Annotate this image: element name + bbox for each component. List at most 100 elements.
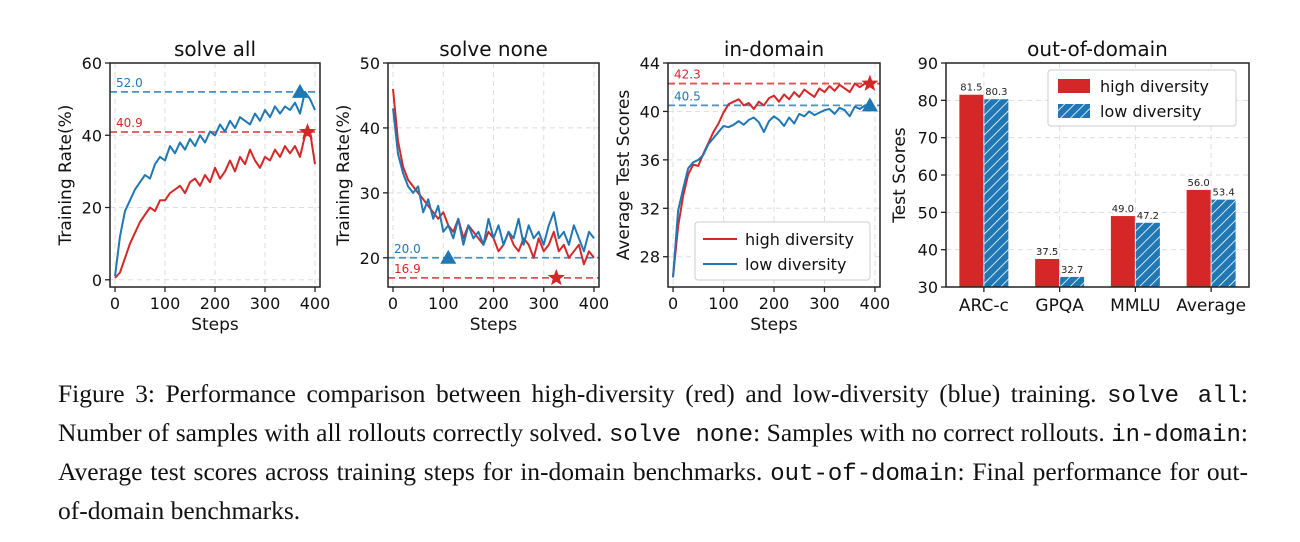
reference-label-high: 40.9 [116, 116, 143, 130]
x-axis-label: Steps [191, 315, 239, 335]
marker-star-high [298, 123, 317, 140]
bar-low [984, 99, 1009, 287]
reference-label-low: 52.0 [116, 76, 143, 90]
legend-label-high: high diversity [1100, 77, 1209, 96]
caption-out-of-domain-desc: : Final performance for out-of-domain be… [58, 457, 1248, 525]
y-axis-label: Test Scores [890, 127, 910, 223]
caption-in-domain-desc: : Average test scores across training st… [58, 418, 1248, 486]
y-tick-label: 44 [640, 54, 660, 73]
y-tick-label: 50 [918, 203, 938, 222]
x-axis-label: Steps [470, 315, 518, 335]
caption-code-solve-all: solve all [1107, 383, 1241, 410]
reference-label-high: 42.3 [674, 68, 701, 82]
chart-panel-0: solve all 0 20 40 60 Training Rate(%) 0 100 200 3… [56, 37, 330, 335]
category-label: MMLU [1110, 296, 1160, 316]
plot-frame [387, 62, 600, 288]
legend-box [694, 221, 871, 281]
legend: high diversity low diversity [694, 221, 871, 281]
x-tick-label: 200 [759, 294, 790, 313]
y-tick-label: 40 [918, 241, 938, 260]
y-tick-label: 32 [640, 199, 660, 218]
plot-frame [109, 62, 321, 288]
caption-code-in-domain: in-domain [1111, 422, 1241, 449]
x-tick-label: 300 [809, 294, 840, 313]
caption-code-solve-none: solve none [608, 422, 754, 449]
legend-swatch-high [1058, 79, 1090, 93]
x-tick-label: 0 [388, 294, 398, 313]
marker-triangle-low [440, 249, 457, 264]
chart-title: in-domain [724, 37, 824, 61]
x-tick-label: 0 [668, 294, 678, 313]
series-line-high [114, 130, 316, 279]
marker-triangle-low [292, 83, 308, 98]
x-tick-label: 100 [708, 294, 739, 313]
y-tick-label: 60 [82, 54, 102, 73]
x-tick-label: 400 [300, 294, 331, 313]
bar-high [1110, 216, 1135, 287]
legend-swatch-low [1058, 104, 1090, 118]
y-tick-label: 30 [918, 278, 938, 297]
y-tick-label: 36 [640, 151, 660, 170]
legend-label-low: low diversity [1100, 102, 1201, 121]
caption-intro: Figure 3: Performance comparison between… [58, 379, 1108, 408]
bar-high [959, 94, 984, 287]
x-tick-label: 300 [250, 294, 281, 313]
y-tick-label: 20 [360, 249, 380, 268]
figure-caption: Figure 3: Performance comparison between… [58, 376, 1248, 529]
marker-star-high [861, 74, 879, 91]
series-line-low [392, 108, 595, 253]
chart-title: out-of-domain [1027, 37, 1168, 61]
y-tick-label: 30 [360, 184, 380, 203]
x-tick-label: 200 [478, 294, 509, 313]
caption-solve-none-desc: : Samples with no correct rollouts. [753, 418, 1112, 447]
legend: high diversity low diversity [1047, 69, 1237, 127]
legend-label-low: low diversity [745, 255, 846, 274]
bar-value-label: 37.5 [1036, 247, 1058, 258]
category-label: GPQA [1035, 296, 1084, 316]
bar-high [1186, 189, 1211, 287]
chart-panel-1: solve none 20 30 40 50 Training Rate(%) 0 100 20… [334, 37, 609, 335]
caption-solve-all-desc: : Number of samples with all rollouts co… [58, 379, 1248, 447]
caption-code-out-of-domain: out-of-domain [770, 461, 958, 488]
category-label: Average [1176, 296, 1246, 316]
bar-value-label: 49.0 [1112, 204, 1134, 215]
y-tick-label: 0 [92, 271, 102, 290]
y-axis-label: Average Test Scores [614, 90, 634, 261]
bar-high [1035, 259, 1060, 287]
x-tick-label: 300 [528, 294, 559, 313]
y-tick-label: 80 [918, 91, 938, 110]
y-tick-label: 40 [82, 126, 102, 145]
chart-title: solve all [174, 37, 256, 61]
x-tick-label: 400 [579, 294, 610, 313]
bar-value-label: 53.4 [1212, 188, 1234, 199]
y-tick-label: 70 [918, 129, 938, 148]
bar-low [1060, 276, 1085, 287]
chart-title: solve none [439, 37, 548, 61]
marker-star-high [547, 268, 565, 286]
legend-label-high: high diversity [745, 230, 854, 249]
plot-frame [667, 62, 881, 288]
bar-value-label: 56.0 [1187, 178, 1209, 189]
x-tick-label: 0 [110, 294, 120, 313]
y-tick-label: 40 [640, 102, 660, 121]
bar-low [1135, 222, 1160, 287]
x-tick-label: 400 [860, 294, 891, 313]
bar-value-label: 81.5 [960, 83, 982, 94]
bar-value-label: 47.2 [1137, 211, 1159, 222]
y-tick-label: 28 [640, 248, 660, 267]
y-tick-label: 20 [82, 199, 102, 218]
category-label: ARC-c [959, 296, 1009, 316]
y-tick-label: 40 [360, 119, 380, 138]
series-line-low [114, 90, 316, 277]
y-tick-label: 90 [918, 54, 938, 73]
x-tick-label: 100 [150, 294, 181, 313]
marker-triangle-low [861, 97, 878, 112]
reference-label-high: 16.9 [394, 262, 421, 276]
bar-value-label: 32.7 [1061, 265, 1083, 276]
y-axis-label: Training Rate(%) [334, 105, 354, 247]
bar-low [1211, 199, 1236, 287]
chart-panel-3: out-of-domain 30 40 50 60 70 80 90 Test Scores AR… [890, 37, 1250, 316]
reference-label-low: 40.5 [674, 89, 701, 103]
plot-frame [945, 62, 1250, 288]
legend-box [1047, 69, 1237, 127]
